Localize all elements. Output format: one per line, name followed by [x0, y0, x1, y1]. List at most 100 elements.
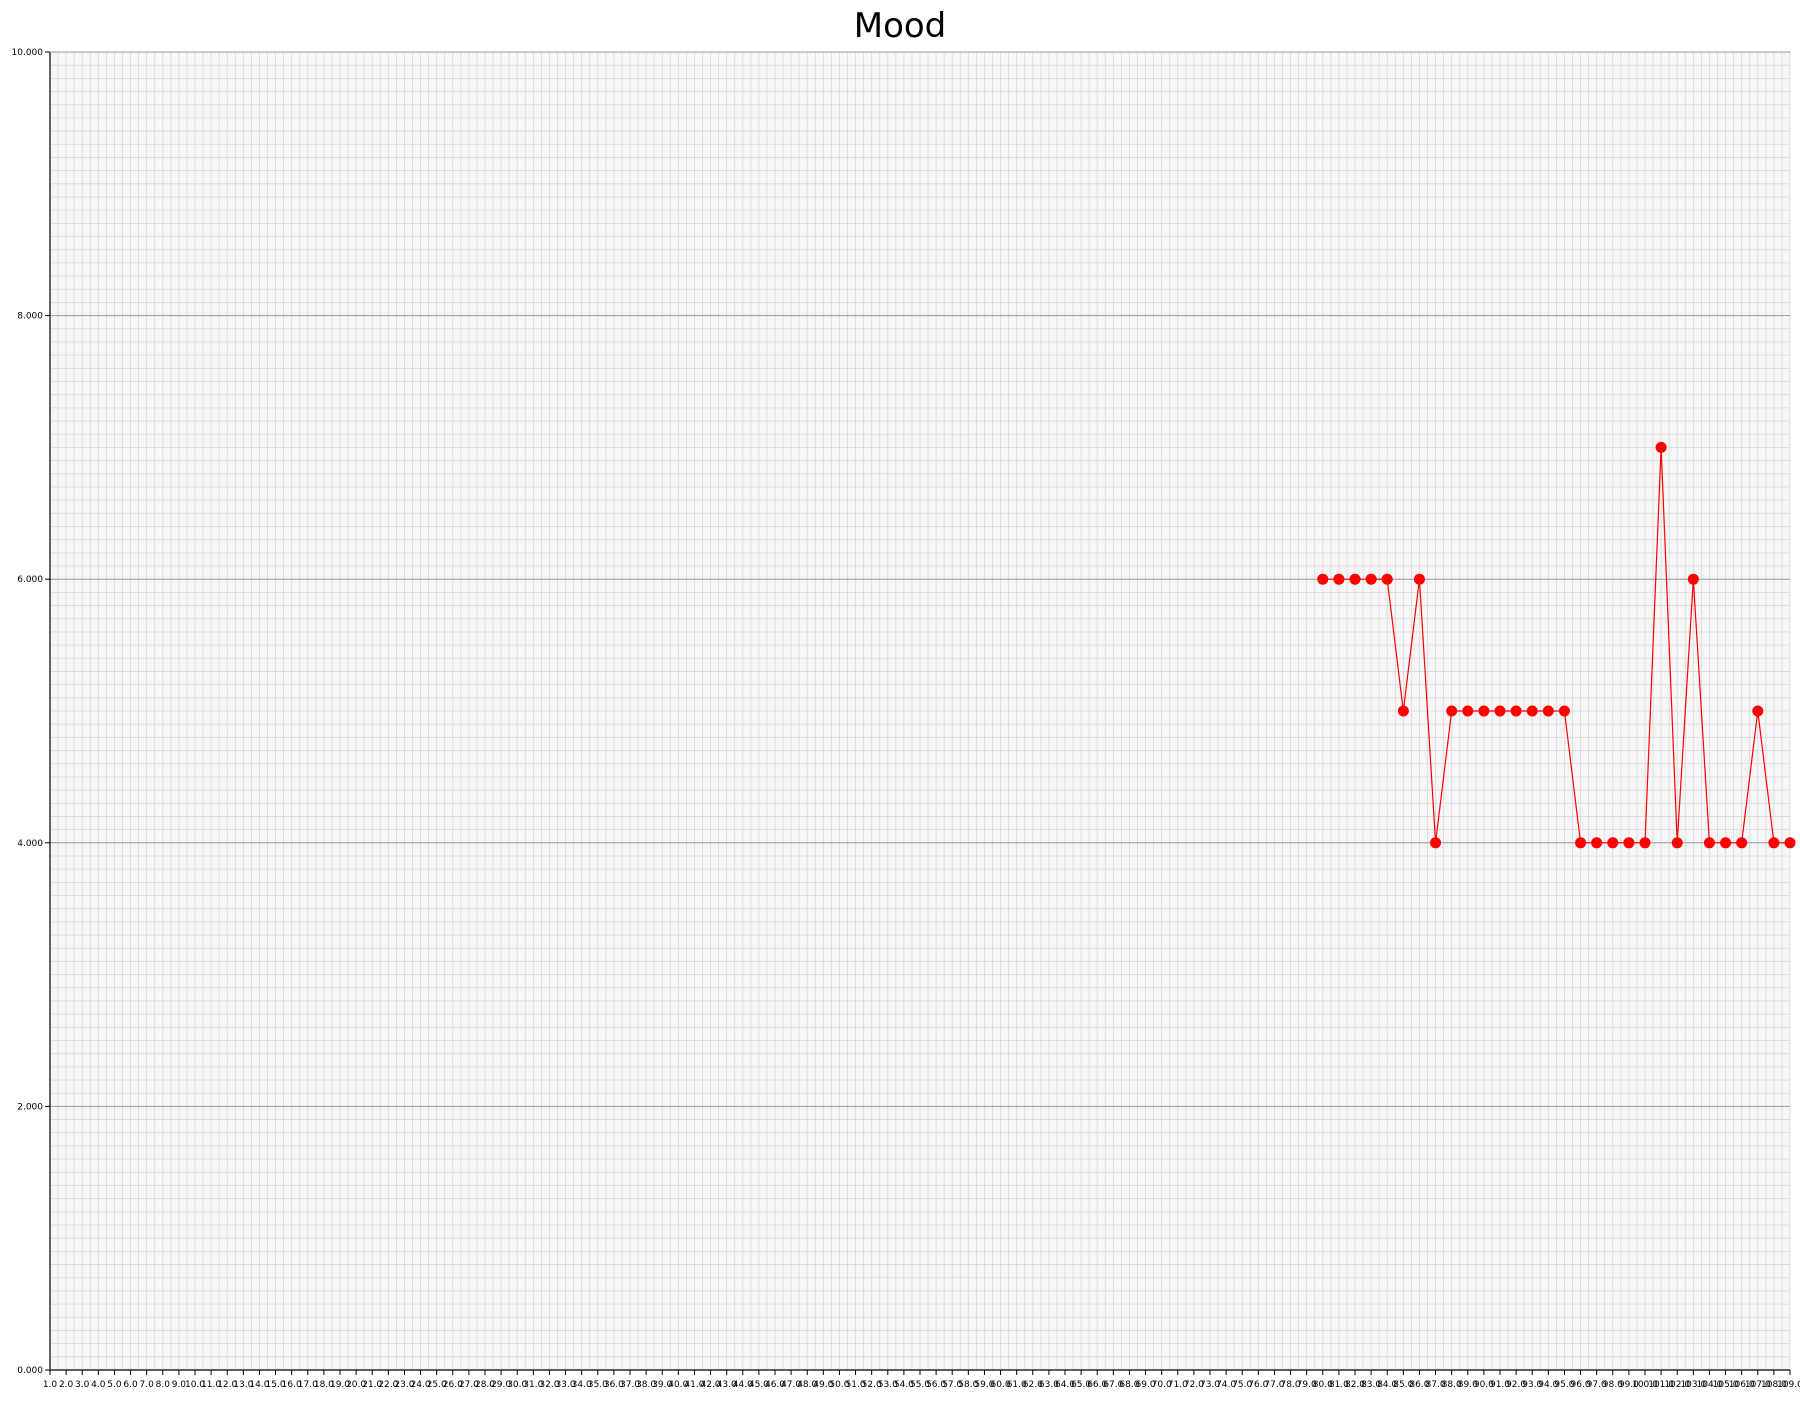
x-tick-label: 85.0	[1393, 1380, 1413, 1390]
x-tick-label: 69.0	[1136, 1380, 1156, 1390]
data-point	[1397, 705, 1409, 717]
x-tick-label: 80.0	[1313, 1380, 1333, 1390]
y-tick-label: 6.000	[17, 575, 43, 585]
x-tick-label: 54.0	[894, 1380, 914, 1390]
x-tick-label: 57.0	[942, 1380, 962, 1390]
x-tick-label: 35.0	[588, 1380, 608, 1390]
data-point	[1446, 705, 1458, 717]
chart-title: Mood	[853, 6, 947, 46]
x-tick-label: 29.0	[491, 1380, 511, 1390]
x-tick-label: 105.0	[1713, 1380, 1739, 1390]
x-tick-label: 27.0	[459, 1380, 479, 1390]
x-tick-label: 41.0	[684, 1380, 704, 1390]
x-tick-label: 42.0	[701, 1380, 721, 1390]
x-tick-label: 106.0	[1729, 1380, 1755, 1390]
x-tick-label: 101.0	[1648, 1380, 1674, 1390]
x-tick-label: 17.0	[298, 1380, 318, 1390]
y-tick-label: 0.000	[17, 1366, 43, 1376]
x-tick-label: 34.0	[572, 1380, 592, 1390]
x-tick-label: 63.0	[1039, 1380, 1059, 1390]
data-point	[1494, 705, 1506, 717]
x-tick-label: 92.0	[1506, 1380, 1526, 1390]
x-tick-label: 65.0	[1071, 1380, 1091, 1390]
data-point	[1736, 837, 1748, 849]
x-tick-label: 19.0	[330, 1380, 350, 1390]
x-tick-label: 98.0	[1603, 1380, 1623, 1390]
data-point	[1752, 705, 1764, 717]
data-point	[1542, 705, 1554, 717]
x-tick-label: 26.0	[443, 1380, 463, 1390]
data-point	[1349, 573, 1361, 585]
x-tick-label: 109.0	[1777, 1380, 1800, 1390]
data-point	[1413, 573, 1425, 585]
x-tick-label: 9.0	[172, 1380, 187, 1390]
x-tick-label: 100.0	[1632, 1380, 1658, 1390]
x-tick-label: 108.0	[1761, 1380, 1787, 1390]
x-tick-label: 40.0	[668, 1380, 688, 1390]
x-tick-label: 21.0	[362, 1380, 382, 1390]
x-tick-label: 104.0	[1697, 1380, 1723, 1390]
x-tick-label: 64.0	[1055, 1380, 1075, 1390]
x-tick-label: 25.0	[427, 1380, 447, 1390]
x-tick-label: 20.0	[346, 1380, 366, 1390]
data-point	[1333, 573, 1345, 585]
data-point	[1317, 573, 1329, 585]
y-tick-label: 4.000	[17, 839, 43, 849]
data-point	[1703, 837, 1715, 849]
data-point	[1365, 573, 1377, 585]
x-tick-label: 62.0	[1023, 1380, 1043, 1390]
x-tick-label: 82.0	[1345, 1380, 1365, 1390]
x-tick-label: 12.0	[217, 1380, 237, 1390]
x-tick-label: 88.0	[1442, 1380, 1462, 1390]
data-point	[1510, 705, 1522, 717]
x-tick-label: 37.0	[620, 1380, 640, 1390]
x-tick-label: 58.0	[958, 1380, 978, 1390]
x-tick-label: 87.0	[1426, 1380, 1446, 1390]
x-tick-label: 24.0	[411, 1380, 431, 1390]
x-tick-label: 72.0	[1184, 1380, 1204, 1390]
x-tick-label: 5.0	[107, 1380, 122, 1390]
x-tick-label: 74.0	[1216, 1380, 1236, 1390]
x-tick-label: 3.0	[75, 1380, 90, 1390]
x-tick-label: 60.0	[991, 1380, 1011, 1390]
data-point	[1671, 837, 1683, 849]
x-tick-label: 49.0	[813, 1380, 833, 1390]
y-tick-label: 10.000	[12, 48, 44, 58]
x-tick-label: 93.0	[1522, 1380, 1542, 1390]
x-tick-label: 77.0	[1264, 1380, 1284, 1390]
x-tick-label: 52.0	[862, 1380, 882, 1390]
data-point	[1768, 837, 1780, 849]
x-tick-label: 1.0	[43, 1380, 58, 1390]
x-tick-label: 38.0	[636, 1380, 656, 1390]
x-tick-label: 56.0	[926, 1380, 946, 1390]
x-tick-label: 94.0	[1538, 1380, 1558, 1390]
x-tick-label: 6.0	[123, 1380, 138, 1390]
x-tick-label: 75.0	[1232, 1380, 1252, 1390]
x-tick-label: 83.0	[1361, 1380, 1381, 1390]
x-tick-label: 73.0	[1200, 1380, 1220, 1390]
x-tick-label: 10.0	[185, 1380, 205, 1390]
data-point	[1591, 837, 1603, 849]
x-tick-label: 31.0	[523, 1380, 543, 1390]
data-point	[1687, 573, 1699, 585]
data-point	[1526, 705, 1538, 717]
x-tick-label: 95.0	[1554, 1380, 1574, 1390]
x-tick-label: 16.0	[282, 1380, 302, 1390]
x-tick-label: 15.0	[266, 1380, 286, 1390]
data-point	[1575, 837, 1587, 849]
x-tick-label: 90.0	[1474, 1380, 1494, 1390]
x-tick-label: 14.0	[249, 1380, 269, 1390]
data-point	[1655, 441, 1667, 453]
x-tick-label: 30.0	[507, 1380, 527, 1390]
data-point	[1784, 837, 1796, 849]
data-point	[1720, 837, 1732, 849]
x-tick-label: 86.0	[1409, 1380, 1429, 1390]
x-tick-label: 36.0	[604, 1380, 624, 1390]
x-tick-label: 33.0	[556, 1380, 576, 1390]
x-tick-label: 23.0	[394, 1380, 414, 1390]
x-tick-label: 102.0	[1664, 1380, 1690, 1390]
x-tick-label: 45.0	[749, 1380, 769, 1390]
x-tick-label: 70.0	[1152, 1380, 1172, 1390]
x-tick-label: 97.0	[1587, 1380, 1607, 1390]
x-tick-label: 2.0	[59, 1380, 74, 1390]
